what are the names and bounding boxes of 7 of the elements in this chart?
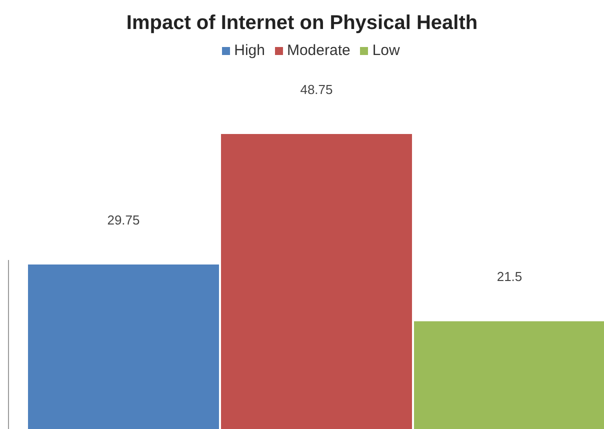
legend-label: High bbox=[234, 42, 265, 59]
legend-label: Low bbox=[372, 42, 400, 59]
data-label: 48.75 bbox=[300, 82, 333, 97]
chart-title: Impact of Internet on Physical Health bbox=[125, 11, 479, 36]
data-label: 29.75 bbox=[107, 212, 140, 228]
legend-label: Moderate bbox=[286, 42, 350, 59]
data-label: 21.5 bbox=[496, 269, 522, 284]
